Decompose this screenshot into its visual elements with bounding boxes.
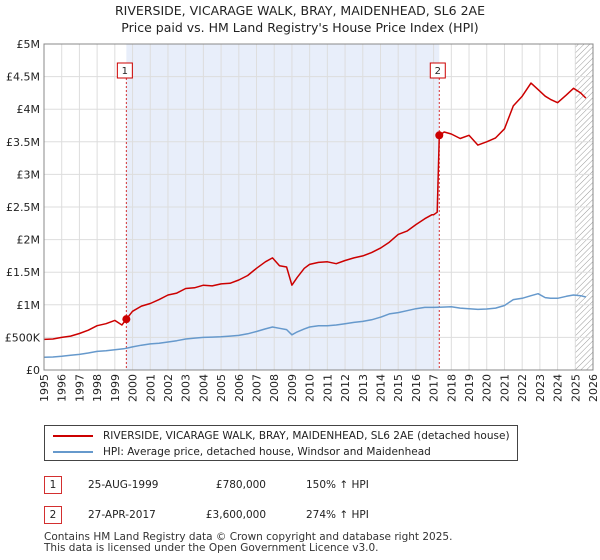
plot-frame: [43, 43, 594, 371]
legend-label-property: RIVERSIDE, VICARAGE WALK, BRAY, MAIDENHE…: [103, 430, 510, 442]
sale-2-label-box: [429, 62, 446, 79]
x-tick-label: 2001: [144, 374, 157, 402]
x-tick-label: 1997: [73, 374, 86, 402]
legend-swatch-property: [53, 435, 93, 437]
y-tick-label: £5M: [17, 38, 41, 51]
x-tick-label: 2012: [339, 374, 352, 402]
x-tick-label: 2025: [569, 374, 582, 402]
legend: RIVERSIDE, VICARAGE WALK, BRAY, MAIDENHE…: [44, 425, 518, 461]
x-tick-label: 2008: [268, 374, 281, 402]
legend-item-hpi: HPI: Average price, detached house, Wind…: [45, 444, 431, 460]
x-tick-label: 2005: [215, 374, 228, 402]
y-tick-label: £4M: [17, 103, 41, 116]
footer-line-licence: This data is licensed under the Open Gov…: [44, 542, 379, 554]
y-tick-label: £3.5M: [6, 136, 40, 149]
x-tick-label: 2017: [428, 374, 441, 402]
x-tick-label: 2015: [392, 374, 405, 402]
property-series-line: [44, 82, 587, 341]
y-tick-label: £2M: [17, 234, 41, 247]
y-tick-label: £500K: [5, 331, 41, 344]
x-tick-label: 2021: [498, 374, 511, 402]
sale-number-badge: 2: [44, 506, 62, 524]
chart-title-line: RIVERSIDE, VICARAGE WALK, BRAY, MAIDENHE…: [115, 3, 485, 18]
sale-hpi-change: 150% ↑ HPI: [306, 479, 369, 491]
y-tick-label: £3M: [17, 168, 41, 181]
sale-1-point: [122, 315, 131, 324]
sale-1-label: 1: [122, 66, 128, 77]
x-tick-label: 2022: [516, 374, 529, 402]
sale-price: £780,000: [215, 479, 266, 491]
y-tick-label: £1M: [17, 299, 41, 312]
hpi-series-line: [44, 292, 587, 359]
chart-subtitle: Price paid vs. HM Land Registry's House …: [121, 20, 479, 35]
y-tick-label: £0: [26, 364, 40, 377]
chart-title: RIVERSIDE, VICARAGE WALK, BRAY, MAIDENHE…: [0, 0, 600, 36]
x-tick-label: 2011: [321, 374, 334, 402]
x-tick-label: 2016: [410, 374, 423, 402]
legend-label-hpi: HPI: Average price, detached house, Wind…: [103, 446, 431, 458]
x-tick-label: 2007: [251, 374, 264, 402]
sale-number-badge: 1: [44, 476, 62, 494]
x-tick-label: 2002: [162, 374, 175, 402]
x-tick-label: 2019: [463, 374, 476, 402]
y-tick-label: £4.5M: [6, 71, 40, 84]
x-tick-label: 2018: [445, 374, 458, 402]
price-chart: 1 2 £0 £500K £1M £1.5M £2M £2.5M £3M £3.5M £4M £4.…: [5, 38, 600, 402]
legend-swatch-hpi: [53, 451, 93, 453]
x-tick-label: 2013: [357, 374, 370, 402]
sale-hpi-change: 274% ↑ HPI: [306, 509, 369, 521]
x-tick-label: 2009: [286, 374, 299, 402]
x-tick-label: 1996: [56, 374, 69, 402]
y-tick-label: £1.5M: [6, 266, 40, 279]
sale-price: £3,600,000: [205, 509, 266, 521]
x-tick-label: 2020: [481, 374, 494, 402]
footer-line-copyright: Contains HM Land Registry data © Crown c…: [44, 531, 453, 543]
x-tick-label: 2000: [127, 374, 140, 402]
sale-date: 27-APR-2017: [88, 509, 156, 521]
x-tick-label: 2003: [180, 374, 193, 402]
x-tick-label: 2023: [534, 374, 547, 402]
x-tick-label: 2026: [587, 374, 600, 402]
x-tick-label: 2024: [552, 374, 565, 402]
sale-date: 25-AUG-1999: [88, 479, 159, 491]
sale-row-1: 1 25-AUG-1999 £780,000 150% ↑ HPI: [0, 476, 600, 496]
x-tick-label: 2014: [374, 374, 387, 402]
x-tick-label: 1995: [38, 374, 51, 402]
x-tick-label: 1998: [91, 374, 104, 402]
x-tick-label: 2010: [304, 374, 317, 402]
x-tick-label: 1999: [109, 374, 122, 402]
sale-2-label: 2: [435, 66, 441, 77]
sale-1-label-box: [116, 62, 133, 79]
x-tick-label: 2004: [197, 374, 210, 402]
sale-row-2: 2 27-APR-2017 £3,600,000 274% ↑ HPI: [0, 506, 600, 526]
footer-attribution: Contains HM Land Registry data © Crown c…: [44, 532, 452, 554]
sale-2-point: [435, 131, 444, 140]
legend-item-property: RIVERSIDE, VICARAGE WALK, BRAY, MAIDENHE…: [45, 428, 510, 444]
x-tick-label: 2006: [233, 374, 246, 402]
y-tick-label: £2.5M: [6, 201, 40, 214]
